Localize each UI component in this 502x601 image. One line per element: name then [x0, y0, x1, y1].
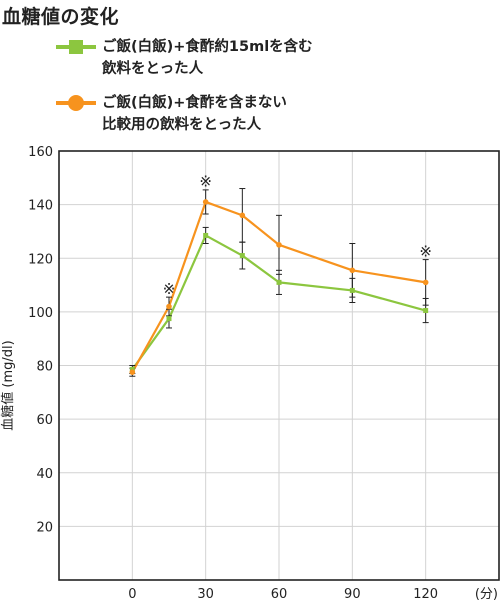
data-point	[239, 253, 245, 259]
legend-label-line: ご飯(白飯)+食酢約15mlを含む	[102, 39, 313, 55]
significance-mark: ※	[419, 242, 432, 260]
data-point	[202, 199, 209, 205]
data-point	[239, 212, 246, 219]
legend-marker-square-icon	[56, 40, 96, 54]
legend-marker-circle-icon	[56, 95, 96, 111]
data-point	[276, 242, 282, 248]
data-point	[349, 287, 355, 293]
x-tick-label: 90	[344, 587, 361, 601]
x-tick-label: 30	[197, 587, 214, 601]
y-tick-label: 100	[28, 306, 53, 321]
data-point	[166, 316, 172, 322]
data-point	[276, 279, 282, 285]
y-tick-label: 60	[36, 413, 53, 428]
y-tick-label: 40	[36, 467, 53, 482]
legend-label: ご飯(白飯)+食酢約15mlを含む 飲料をとった人	[102, 36, 313, 80]
y-tick-label: 140	[28, 199, 53, 214]
series-markers-1	[129, 199, 429, 376]
y-tick-label: 20	[36, 520, 53, 535]
data-point	[166, 303, 172, 310]
y-tick-label: 160	[28, 145, 53, 160]
data-point	[423, 308, 429, 314]
page-title: 血糖値の変化	[2, 6, 120, 28]
y-tick-label: 80	[36, 360, 53, 375]
significance-mark: ※	[199, 173, 212, 191]
x-tick-label: 60	[271, 587, 288, 601]
y-axis-label: 血糖値 (mg/dl)	[0, 340, 16, 430]
legend-label: ご飯(白飯)+食酢を含まない 比較用の飲料をとった人	[102, 92, 287, 136]
x-tick-label: 120	[413, 587, 438, 601]
data-point	[422, 279, 429, 286]
significance-mark: ※	[163, 280, 176, 298]
x-tick-label: 0	[128, 587, 136, 601]
plot-frame	[58, 150, 500, 581]
legend-label-line: 比較用の飲料をとった人	[102, 117, 262, 133]
data-point	[129, 369, 136, 376]
y-tick-label: 120	[28, 252, 53, 267]
data-point	[203, 232, 209, 238]
data-point	[349, 267, 356, 274]
legend-label-line: 飲料をとった人	[102, 61, 204, 77]
legend-label-line: ご飯(白飯)+食酢を含まない	[102, 95, 287, 111]
x-unit-label: (分)	[475, 587, 498, 601]
